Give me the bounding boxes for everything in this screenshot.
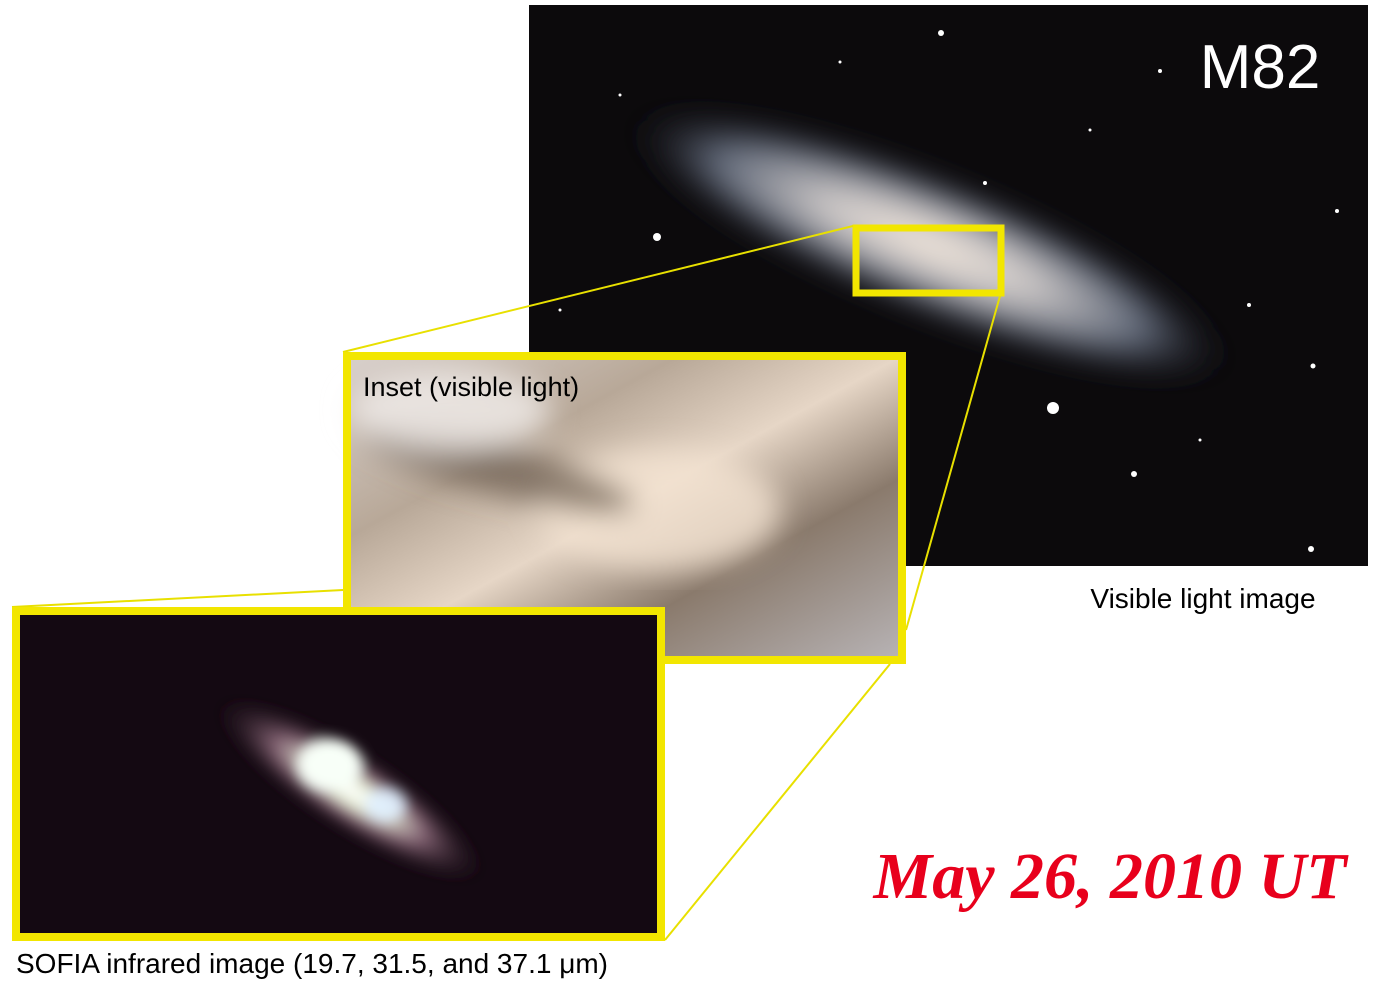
infrared-caption: SOFIA infrared image (19.7, 31.5, and 37… [16, 948, 608, 979]
infrared-source [213, 696, 487, 884]
date: May 26, 2010 UT [873, 840, 1350, 913]
title: M82 [1200, 33, 1321, 102]
galaxy [622, 105, 1238, 385]
stars [558, 30, 1339, 552]
connectors [11, 225, 1001, 941]
infrared-frame [12, 607, 665, 941]
visible-caption: Visible light image [1090, 583, 1315, 614]
inset-texture [350, 370, 780, 570]
zoom-box [852, 224, 1005, 297]
inset-caption: Inset (visible light) [363, 372, 579, 402]
